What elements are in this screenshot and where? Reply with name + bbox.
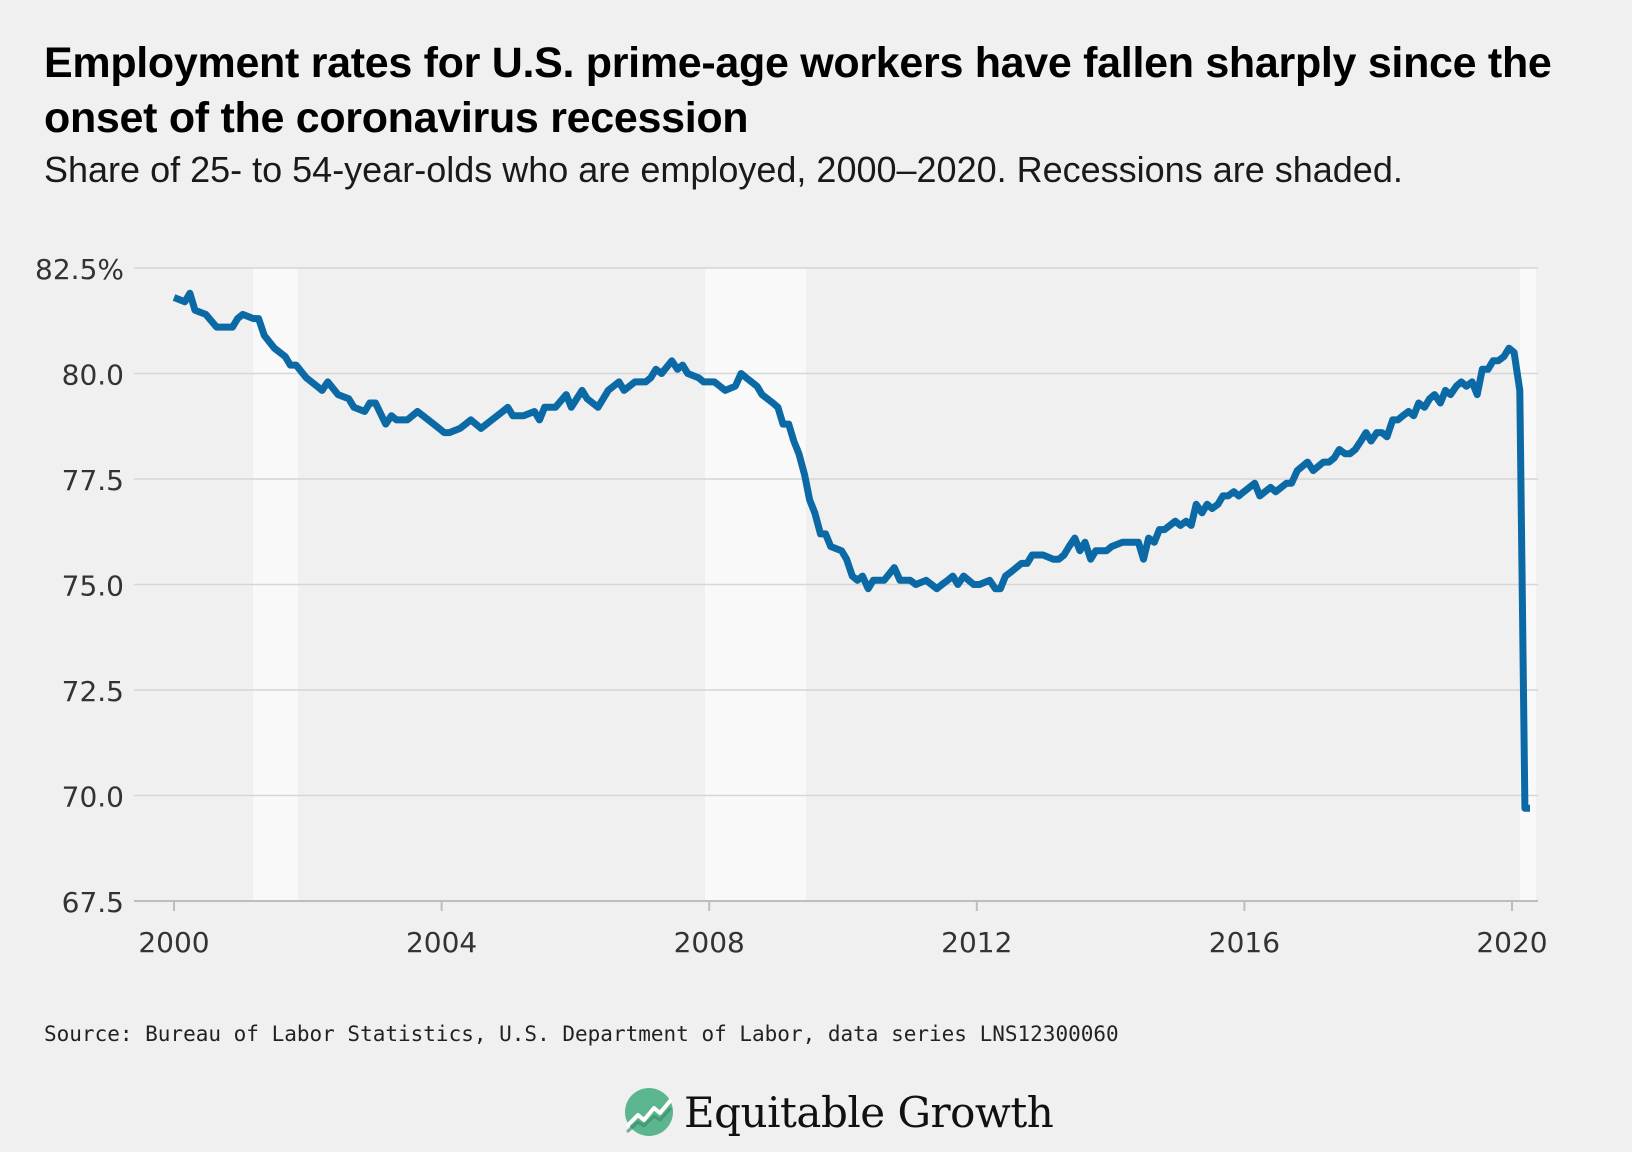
chart-subtitle: Share of 25- to 54-year-olds who are emp… (44, 149, 1403, 190)
y-tick-label: 75.0 (62, 570, 124, 603)
y-axis-tick-labels: 67.5 70.0 72.5 75.0 77.5 80.0 82.5% (35, 253, 124, 919)
x-tick-label: 2012 (941, 926, 1012, 959)
gridlines (134, 267, 1538, 902)
line-chart: 67.570.072.575.077.580.082.5% 2000 2004 20… (35, 253, 1548, 959)
x-tick-label: 2004 (406, 926, 477, 959)
equitable-growth-logo: Equitable Growth (624, 1082, 1054, 1142)
series-layer (172, 289, 1530, 812)
y-tick-label: 80.0 (62, 359, 124, 392)
source-note: Source: Bureau of Labor Statistics, U.S.… (44, 1022, 1119, 1046)
x-tick-label: 2020 (1476, 926, 1547, 959)
x-tick-label: 2000 (138, 926, 209, 959)
y-tick-label: 77.5 (62, 464, 124, 497)
chart-title: Employment rates for U.S. prime-age work… (44, 39, 1552, 142)
x-tick-label: 2016 (1209, 926, 1280, 959)
y-tick-label: 70.0 (62, 781, 124, 814)
growth-chart-logo-icon (625, 1088, 673, 1136)
y-tick-label: 67.5 (62, 886, 124, 919)
employment-rate-line (172, 289, 1530, 812)
y-tick-label: 72.5 (62, 675, 124, 708)
y-tick-label: 82.5% (35, 253, 124, 286)
logo-text: Equitable Growth (684, 1087, 1054, 1137)
x-axis-tick-labels: 2000 2004 2008 2012 2016 2020 (138, 901, 1548, 959)
x-tick-label: 2008 (674, 926, 745, 959)
